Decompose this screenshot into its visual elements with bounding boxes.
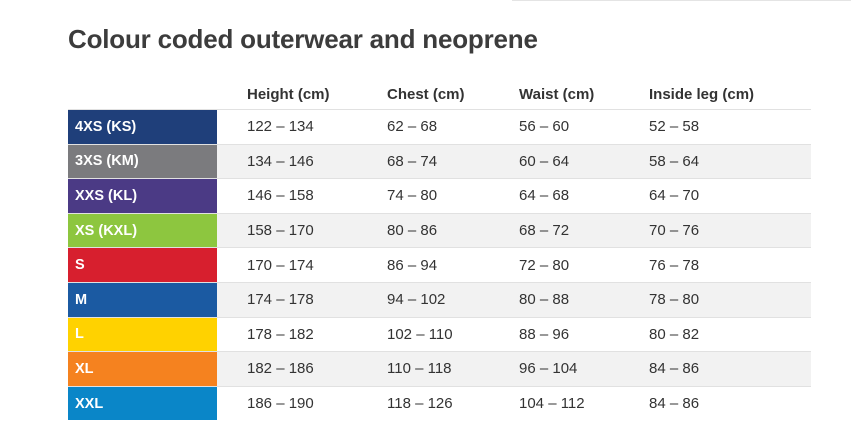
- waist-cell: 80 – 88: [519, 291, 570, 309]
- size-label: XXL: [68, 386, 217, 421]
- chest-cell: 86 – 94: [387, 256, 438, 274]
- inside-leg-cell: 58 – 64: [649, 152, 700, 170]
- height-cell: 170 – 174: [247, 256, 314, 274]
- inside-leg-cell: 76 – 78: [649, 256, 700, 274]
- column-header-inside-leg: Inside leg (cm): [649, 86, 755, 103]
- chest-cell: 62 – 68: [387, 118, 438, 136]
- height-cell: 146 – 158: [247, 187, 314, 205]
- height-cell: 134 – 146: [247, 152, 314, 170]
- height-cell: 182 – 186: [247, 360, 314, 378]
- size-label: L: [68, 317, 217, 352]
- height-cell: 158 – 170: [247, 222, 314, 240]
- table-row: XL 182 – 186 110 – 118 96 – 104 84 – 86: [68, 351, 811, 386]
- size-label: XL: [68, 352, 217, 386]
- waist-cell: 60 – 64: [519, 152, 570, 170]
- inside-leg-cell: 64 – 70: [649, 187, 700, 205]
- inside-leg-cell: 78 – 80: [649, 291, 700, 309]
- size-label: M: [68, 282, 217, 317]
- column-header-height: Height (cm): [247, 86, 330, 103]
- table-row: 4XS (KS) 122 – 134 62 – 68 56 – 60 52 – …: [68, 109, 811, 144]
- waist-cell: 56 – 60: [519, 118, 570, 136]
- size-label: 4XS (KS): [68, 110, 217, 144]
- size-label: S: [68, 248, 217, 282]
- size-label: XS (KXL): [68, 213, 217, 248]
- height-cell: 122 – 134: [247, 118, 314, 136]
- top-divider: [512, 0, 851, 1]
- inside-leg-cell: 84 – 86: [649, 395, 700, 413]
- chest-cell: 80 – 86: [387, 222, 438, 240]
- table-row: XXS (KL) 146 – 158 74 – 80 64 – 68 64 – …: [68, 178, 811, 213]
- chest-cell: 110 – 118: [387, 360, 452, 378]
- table-row: 3XS (KM) 134 – 146 68 – 74 60 – 64 58 – …: [68, 143, 811, 179]
- page-title: Colour coded outerwear and neoprene: [68, 24, 538, 54]
- waist-cell: 72 – 80: [519, 256, 570, 274]
- waist-cell: 64 – 68: [519, 187, 570, 205]
- waist-cell: 96 – 104: [519, 360, 578, 378]
- table-row: M 174 – 178 94 – 102 80 – 88 78 – 80: [68, 281, 811, 317]
- column-header-waist: Waist (cm): [519, 86, 595, 103]
- inside-leg-cell: 84 – 86: [649, 360, 700, 378]
- chest-cell: 68 – 74: [387, 152, 438, 170]
- inside-leg-cell: 80 – 82: [649, 325, 700, 343]
- chest-cell: 102 – 110: [387, 325, 453, 343]
- chest-cell: 94 – 102: [387, 291, 446, 309]
- size-table: 4XS (KS) 122 – 134 62 – 68 56 – 60 52 – …: [68, 109, 811, 421]
- table-row: XS (KXL) 158 – 170 80 – 86 68 – 72 70 – …: [68, 212, 811, 248]
- waist-cell: 68 – 72: [519, 222, 570, 240]
- height-cell: 186 – 190: [247, 395, 314, 413]
- height-cell: 174 – 178: [247, 291, 314, 309]
- chest-cell: 118 – 126: [387, 395, 453, 413]
- table-header: Height (cm) Chest (cm) Waist (cm) Inside…: [68, 84, 811, 109]
- table-row: XXL 186 – 190 118 – 126 104 – 112 84 – 8…: [68, 385, 811, 421]
- table-row: L 178 – 182 102 – 110 88 – 96 80 – 82: [68, 316, 811, 352]
- inside-leg-cell: 52 – 58: [649, 118, 700, 136]
- waist-cell: 88 – 96: [519, 325, 570, 343]
- size-label: XXS (KL): [68, 179, 217, 213]
- waist-cell: 104 – 112: [519, 395, 585, 413]
- inside-leg-cell: 70 – 76: [649, 222, 700, 240]
- height-cell: 178 – 182: [247, 325, 314, 343]
- chest-cell: 74 – 80: [387, 187, 438, 205]
- column-header-chest: Chest (cm): [387, 86, 465, 103]
- size-label: 3XS (KM): [68, 144, 217, 179]
- table-row: S 170 – 174 86 – 94 72 – 80 76 – 78: [68, 247, 811, 282]
